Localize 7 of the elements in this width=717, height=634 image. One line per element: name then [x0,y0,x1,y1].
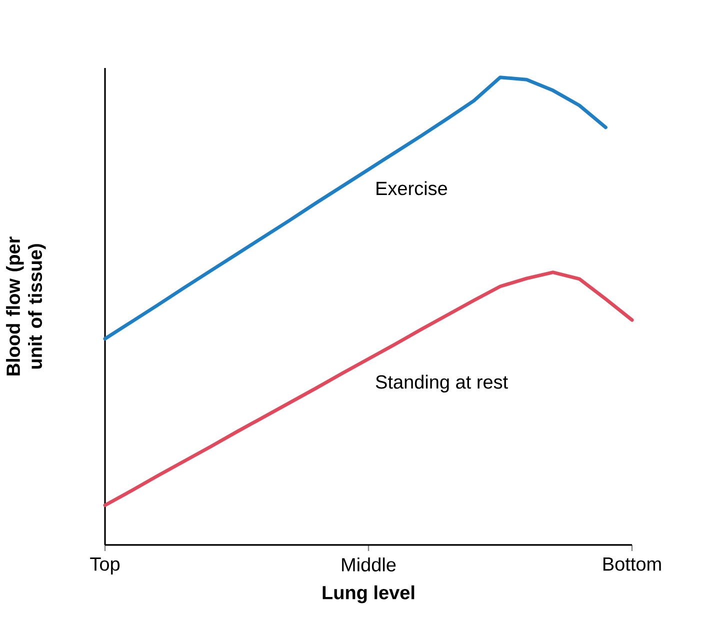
x-tick-label: Bottom [603,558,661,571]
x-axis-title: Lung level [322,585,414,604]
x-tick-label: Middle [342,558,396,572]
series-label: Standing at rest [376,374,508,392]
series-label: Exercise [376,181,448,196]
x-tick-label: Top [90,558,120,575]
y-axis-title: Blood flow (per unit of tissue) [6,236,46,376]
